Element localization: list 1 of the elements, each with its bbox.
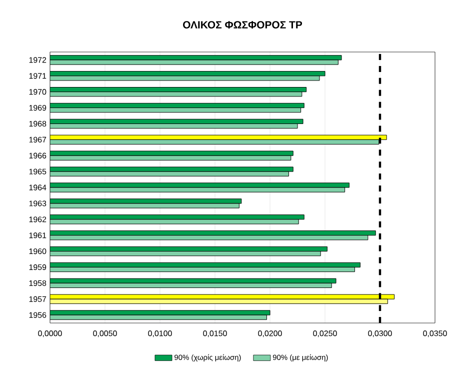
- chart-title: ΟΛΙΚΟΣ ΦΩΣΦΟΡΟΣ TP: [183, 21, 302, 29]
